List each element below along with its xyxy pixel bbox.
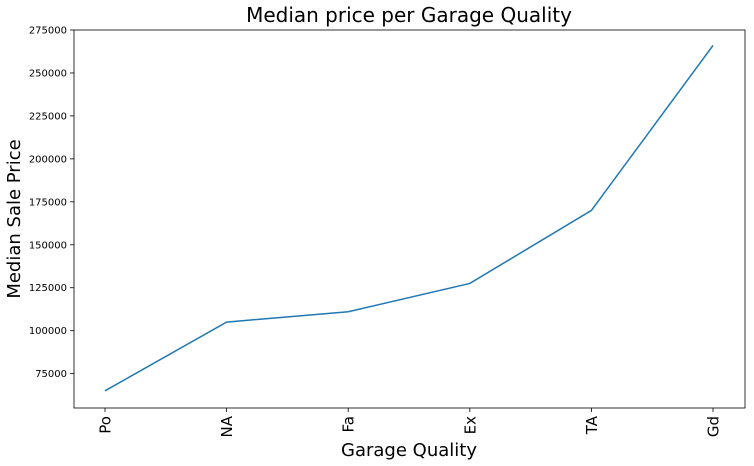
y-tick-label: 175000 — [29, 197, 67, 208]
y-tick-label: 125000 — [29, 283, 67, 294]
x-tick-label: Gd — [705, 416, 723, 437]
series-line — [104, 45, 714, 392]
x-tick-label: Ex — [461, 416, 479, 434]
y-axis: 75000 100000 125000 150000 175000 200000 22500… — [29, 26, 74, 380]
plot-frame — [73, 29, 746, 409]
x-tick-label: Fa — [340, 416, 358, 432]
y-tick-label: 75000 — [35, 369, 67, 380]
x-tick-label: TA — [583, 415, 601, 435]
y-tick-label: 275000 — [29, 26, 67, 37]
y-axis-label: Median Sale Price — [4, 139, 25, 298]
y-tick-label: 100000 — [29, 326, 67, 337]
x-axis: Po NA Fa Ex TA Gd — [97, 408, 723, 437]
x-tick-label: Po — [97, 416, 115, 434]
y-tick-label: 250000 — [29, 68, 67, 79]
y-tick-label: 150000 — [29, 240, 67, 251]
x-axis-label: Garage Quality — [341, 440, 477, 461]
x-tick-label: NA — [218, 415, 236, 437]
y-tick-label: 225000 — [29, 111, 67, 122]
chart-title: Median price per Garage Quality — [246, 3, 572, 27]
plot-area — [73, 29, 746, 409]
y-tick-label: 200000 — [29, 154, 67, 165]
